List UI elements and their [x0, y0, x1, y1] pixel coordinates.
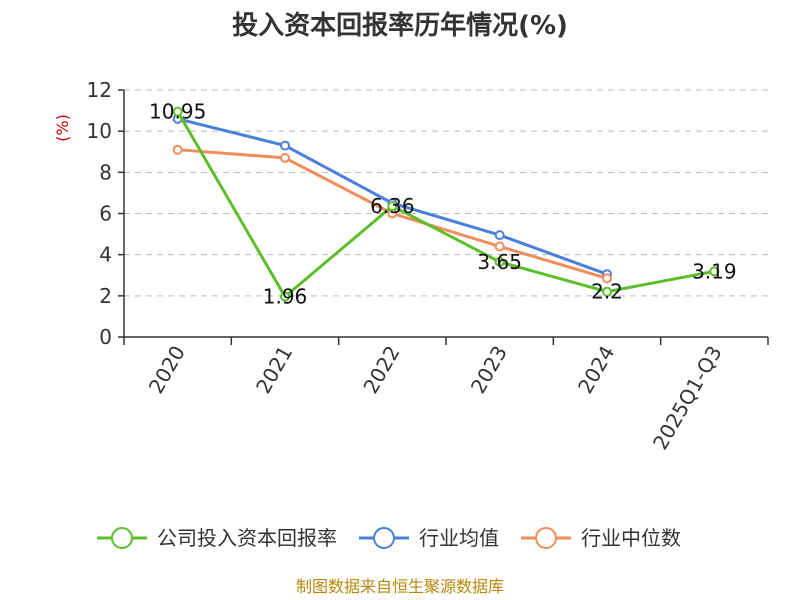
x-tick-label: 2024	[573, 342, 619, 398]
x-tick-labels: 2020 2021 2022 2023 2024 2025Q1-Q3	[144, 341, 727, 453]
data-label: 1.96	[263, 285, 308, 309]
data-label: 3.65	[477, 250, 522, 274]
y-tick-label: 8	[99, 160, 112, 184]
legend-swatch-marker	[535, 527, 557, 549]
source-note: 制图数据来自恒生聚源数据库	[296, 577, 504, 596]
data-point[interactable]	[494, 230, 505, 241]
x-tick-label: 2023	[466, 341, 512, 397]
data-point[interactable]	[172, 144, 183, 155]
legend-item[interactable]: 行业均值	[359, 526, 499, 550]
y-tick-label: 2	[99, 284, 112, 308]
data-point[interactable]	[280, 140, 290, 151]
axes	[118, 89, 769, 345]
y-tick-label: 12	[87, 78, 112, 102]
data-point[interactable]	[494, 241, 505, 252]
data-point[interactable]	[709, 266, 720, 277]
y-tick-label: 10	[87, 119, 112, 143]
series-group	[172, 106, 720, 302]
legend-label: 公司投入资本回报率	[157, 526, 337, 550]
series-line	[176, 110, 715, 299]
data-label: 10.95	[149, 100, 206, 124]
legend-item[interactable]: 行业中位数	[521, 526, 681, 550]
chart-title: 投入资本回报率历年情况(%)	[232, 10, 568, 41]
legend[interactable]: 公司投入资本回报率 行业均值 行业中位数	[97, 526, 681, 550]
grid-lines	[124, 89, 768, 297]
data-point[interactable]	[280, 152, 290, 163]
y-axis-label: (%)	[53, 114, 72, 142]
data-point[interactable]	[602, 273, 612, 284]
x-tick-label: 2025Q1-Q3	[648, 342, 727, 454]
data-label: 3.19	[692, 259, 737, 283]
data-label: 6.36	[370, 194, 415, 218]
data-point[interactable]	[172, 106, 183, 117]
data-point[interactable]	[494, 256, 505, 267]
y-tick-labels: 0 2 4 6 8 10 12	[87, 78, 112, 349]
legend-label: 行业中位数	[581, 526, 681, 550]
data-point[interactable]	[602, 286, 612, 297]
data-labels: 10.95 1.96 6.36 3.65 2.2 3.19	[149, 100, 737, 309]
legend-item[interactable]: 公司投入资本回报率	[97, 526, 337, 550]
data-point[interactable]	[280, 291, 290, 302]
legend-swatch-marker	[373, 527, 395, 549]
x-tick-label: 2021	[251, 342, 297, 398]
legend-swatch-marker	[111, 527, 133, 549]
data-point[interactable]	[387, 201, 398, 212]
y-tick-label: 6	[99, 202, 112, 226]
legend-label: 行业均值	[419, 526, 499, 550]
x-tick-label: 2022	[358, 342, 404, 398]
y-tick-label: 4	[99, 243, 112, 267]
data-label: 2.2	[591, 280, 623, 304]
x-tick-label: 2020	[144, 342, 190, 398]
y-tick-label: 0	[99, 325, 112, 349]
